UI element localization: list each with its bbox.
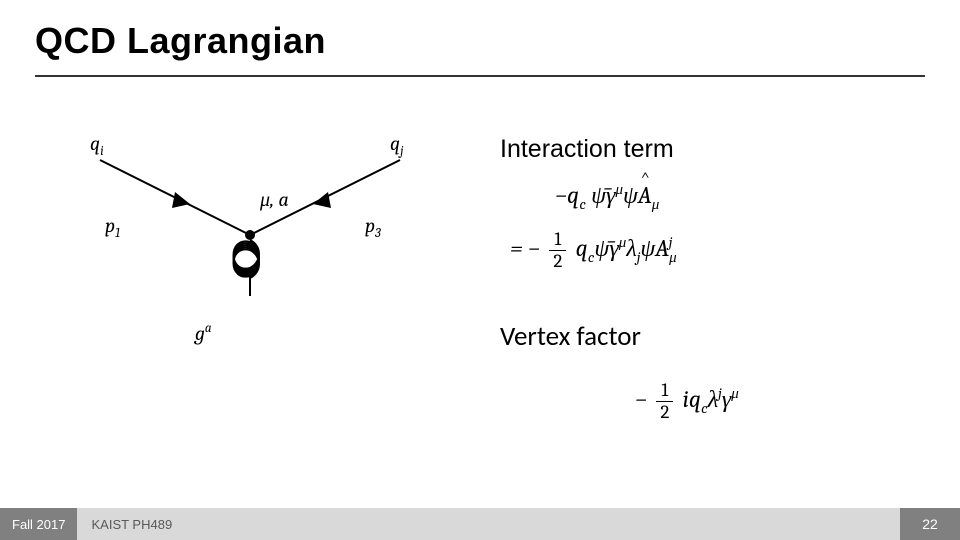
- footer-term: Fall 2017: [0, 508, 77, 540]
- footer-course: KAIST PH489: [77, 508, 900, 540]
- label-qj: qj: [390, 132, 403, 159]
- label-ga: ga: [193, 321, 212, 345]
- vertex-eq: − 12 iqcλjγμ: [635, 380, 739, 423]
- feynman-diagram: qi qj μ, a p1 p3 ga: [80, 130, 420, 440]
- interaction-label: Interaction term: [500, 135, 920, 164]
- interaction-section: Interaction term −qc ψ̄γμψAμ = − 12 qcψ̄…: [500, 135, 920, 286]
- label-p1: p1: [105, 214, 120, 241]
- title-rule: [35, 75, 925, 77]
- interaction-eq2: = − 12 qcψ̄γμλjψAμj: [510, 229, 920, 272]
- page-title: QCD Lagrangian: [35, 20, 326, 62]
- footer: Fall 2017 KAIST PH489 22: [0, 508, 960, 540]
- vertex-label: Vertex factor: [500, 320, 641, 353]
- interaction-eq1: −qc ψ̄γμψAμ: [555, 179, 920, 215]
- label-mu-a: μ, a: [259, 188, 289, 211]
- slide: QCD Lagrangian qi qj μ, a p1 p3: [0, 0, 960, 540]
- footer-page-number: 22: [900, 508, 960, 540]
- label-p3: p3: [365, 214, 381, 241]
- label-qi: qi: [90, 132, 104, 159]
